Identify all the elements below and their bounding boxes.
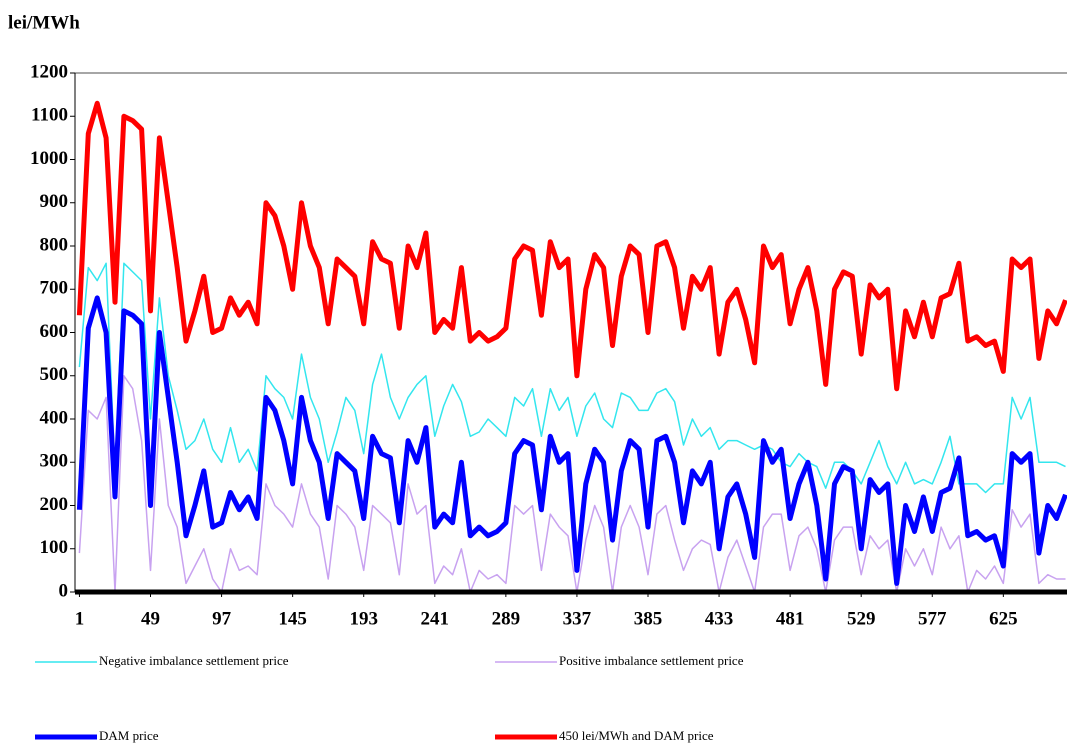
- y-tick-label: 0: [59, 580, 69, 601]
- legend-label: Negative imbalance settlement price: [99, 653, 289, 668]
- y-tick-label: 1100: [31, 105, 68, 126]
- y-tick-label: 900: [40, 191, 69, 212]
- series-line: [78, 375, 1066, 593]
- x-tick-label: 433: [705, 608, 734, 629]
- y-tick-label: 700: [40, 278, 69, 299]
- y-tick-label: 800: [40, 234, 69, 255]
- y-tick-label: 400: [40, 407, 69, 428]
- x-tick-label: 625: [989, 608, 1018, 629]
- series-line: [76, 100, 1067, 392]
- series-line: [78, 262, 1066, 494]
- y-tick-label: 100: [40, 537, 69, 558]
- y-tick-label: 1000: [30, 148, 68, 169]
- y-axis-label: lei/MWh: [8, 12, 80, 33]
- y-tick-label: 600: [40, 321, 69, 342]
- y-tick-label: 200: [40, 494, 69, 515]
- x-tick-label: 145: [278, 608, 307, 629]
- x-tick-label: 1: [75, 608, 85, 629]
- x-tick-label: 481: [776, 608, 805, 629]
- x-tick-label: 193: [349, 608, 378, 629]
- legend-label: Positive imbalance settlement price: [559, 653, 744, 668]
- x-tick-label: 529: [847, 608, 876, 629]
- x-tick-label: 385: [634, 608, 663, 629]
- x-tick-label: 241: [421, 608, 450, 629]
- x-tick-label: 49: [141, 608, 160, 629]
- y-tick-label: 300: [40, 451, 69, 472]
- x-tick-label: 97: [212, 608, 232, 629]
- legend-label: DAM price: [99, 728, 159, 743]
- x-tick-label: 337: [563, 608, 592, 629]
- x-tick-label: 289: [492, 608, 521, 629]
- y-tick-label: 500: [40, 364, 69, 385]
- series-line: [76, 295, 1067, 586]
- legend-label: 450 lei/MWh and DAM price: [559, 728, 714, 743]
- y-tick-label: 1200: [30, 61, 68, 82]
- x-tick-label: 577: [918, 608, 947, 629]
